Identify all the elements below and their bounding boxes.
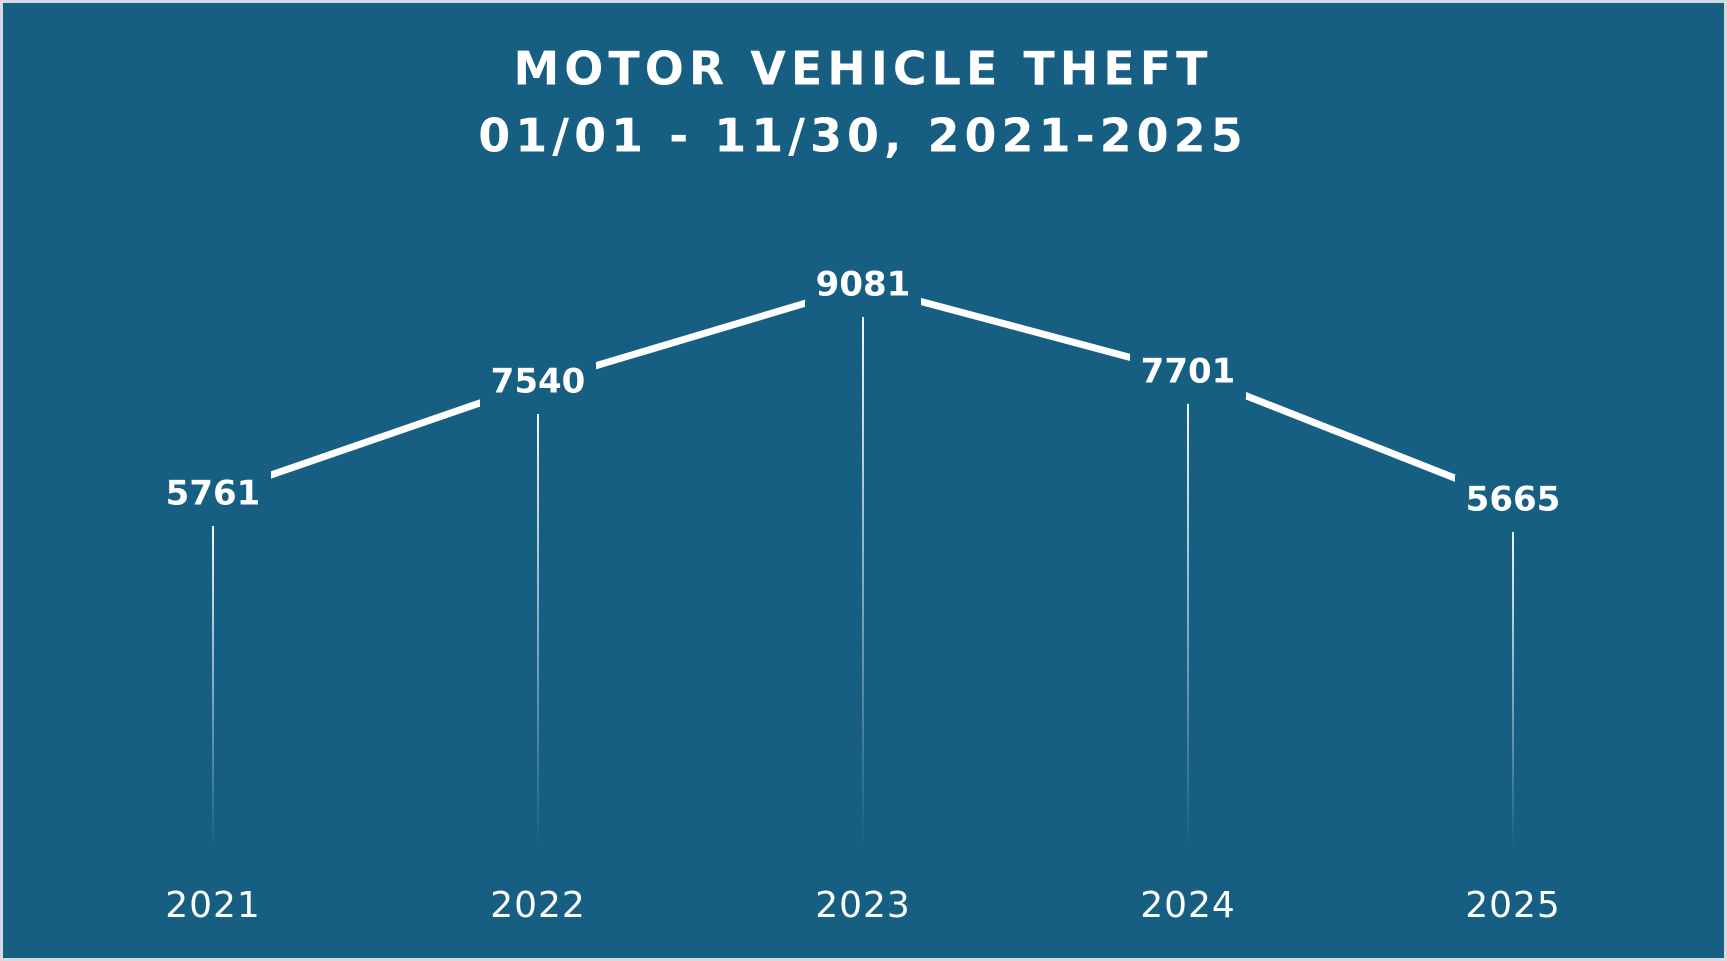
- chart-title: MOTOR VEHICLE THEFT: [513, 42, 1212, 96]
- data-label: 7701: [1141, 351, 1236, 391]
- x-tick-label: 2023: [815, 885, 911, 926]
- chart-subtitle: 01/01 - 11/30, 2021-2025: [478, 109, 1247, 163]
- label-backdrop: [480, 356, 596, 409]
- drop-line: [1187, 403, 1189, 848]
- drop-line: [1512, 532, 1514, 848]
- data-label: 7540: [491, 361, 586, 401]
- label-backdrop: [805, 260, 921, 312]
- data-label: 5761: [166, 473, 261, 513]
- data-label: 9081: [816, 265, 911, 305]
- drop-line: [212, 525, 214, 848]
- x-tick-label: 2021: [165, 885, 261, 926]
- drop-line: [862, 317, 864, 848]
- x-tick-label: 2024: [1140, 885, 1236, 926]
- label-backdrop: [1130, 346, 1246, 399]
- data-label: 5665: [1466, 480, 1561, 520]
- label-backdrop: [1455, 475, 1571, 527]
- drop-line: [537, 413, 539, 848]
- x-tick-label: 2025: [1465, 885, 1561, 926]
- x-tick-label: 2022: [490, 885, 586, 926]
- label-backdrop: [155, 468, 271, 521]
